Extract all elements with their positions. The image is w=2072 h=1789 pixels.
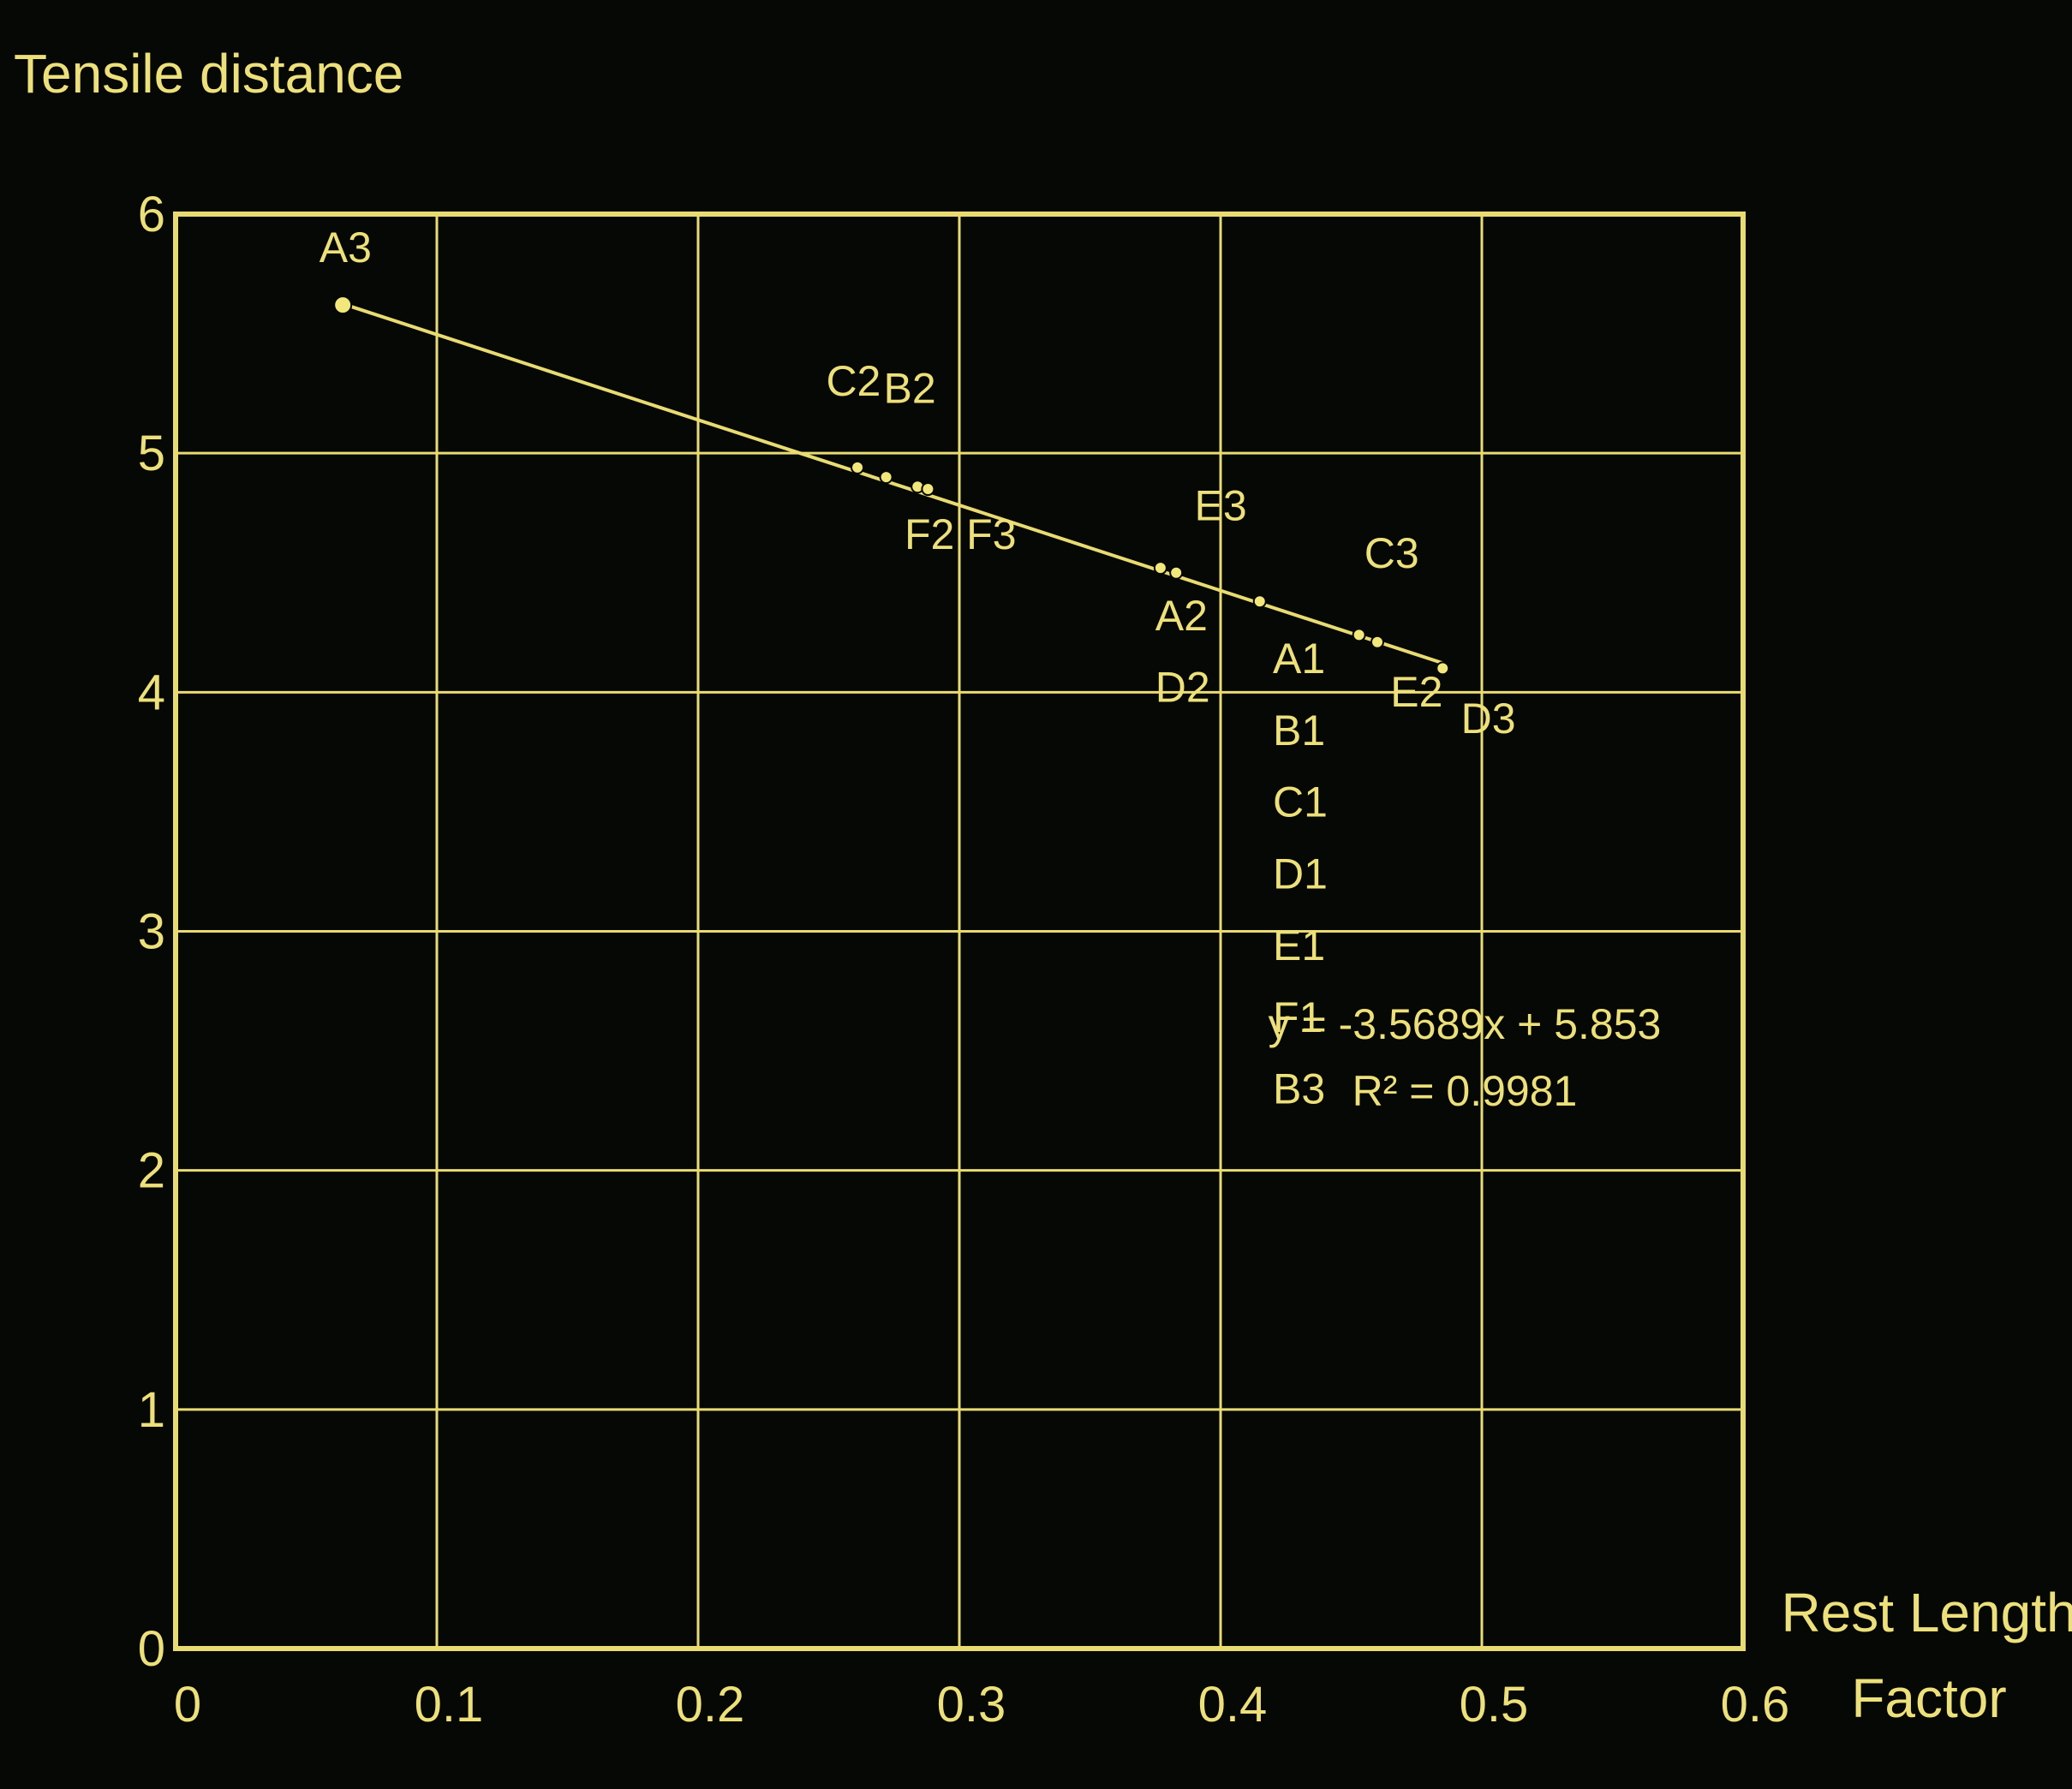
x-tick-label: 0.2 bbox=[676, 1677, 745, 1732]
data-point bbox=[851, 460, 865, 474]
x-tick-label: 0.3 bbox=[937, 1677, 1006, 1732]
x-tick-label: 0.6 bbox=[1721, 1677, 1790, 1732]
x-tick-label: 0 bbox=[174, 1677, 201, 1732]
data-point bbox=[1370, 635, 1384, 649]
data-point bbox=[921, 482, 935, 497]
x-tick-label: 0.4 bbox=[1198, 1677, 1268, 1732]
x-axis-label-line-2: Factor bbox=[1851, 1667, 2006, 1729]
y-tick-label: 2 bbox=[138, 1143, 165, 1199]
point-label: F2 F3 bbox=[905, 510, 1017, 558]
y-tick-label: 0 bbox=[138, 1621, 165, 1677]
x-axis-label-line-1: Rest Length bbox=[1781, 1582, 2072, 1643]
data-point bbox=[1252, 594, 1267, 609]
data-point bbox=[879, 470, 893, 485]
point-label: E3 bbox=[1195, 481, 1247, 529]
point-label: C3 bbox=[1364, 529, 1419, 577]
point-label: D1 bbox=[1273, 850, 1328, 897]
data-point bbox=[1169, 565, 1184, 580]
plot-frame bbox=[173, 212, 1746, 1651]
y-tick-label: 6 bbox=[138, 187, 165, 242]
point-labels-layer: A3 C2 B2 F2 F3 E3 A2 D2 A1 B1 C1 D1 E1 F1 B3 C3 E2 D3 bbox=[319, 224, 1516, 1113]
point-label: E1 bbox=[1273, 921, 1325, 969]
y-tick-label: 1 bbox=[138, 1382, 165, 1438]
y-axis-label: Tensile distance bbox=[14, 43, 403, 104]
point-label: C1 bbox=[1273, 778, 1328, 826]
data-point bbox=[1436, 661, 1450, 676]
data-point bbox=[1352, 628, 1366, 642]
point-label: A1 bbox=[1273, 635, 1325, 683]
point-label: A3 bbox=[319, 224, 372, 271]
point-label: B2 bbox=[884, 365, 936, 413]
x-tick-label: 0.5 bbox=[1460, 1677, 1529, 1732]
trendline-r-squared: R² = 0.9981 bbox=[1352, 1067, 1578, 1115]
data-point bbox=[1153, 561, 1167, 575]
point-label: E2 bbox=[1390, 668, 1442, 716]
data-point bbox=[333, 295, 353, 315]
ticks-layer: 0 0.1 0.2 0.3 0.4 0.5 0.6 0 1 2 3 4 5 6 bbox=[138, 187, 1790, 1732]
point-label: D2 bbox=[1155, 664, 1210, 712]
y-tick-label: 5 bbox=[138, 426, 165, 481]
trendline-equation: y = -3.5689x + 5.853 bbox=[1269, 1000, 1662, 1048]
y-tick-label: 3 bbox=[138, 904, 165, 960]
point-label: D3 bbox=[1461, 695, 1516, 742]
point-label: F1 bbox=[1273, 993, 1323, 1041]
points-layer bbox=[333, 295, 1450, 676]
point-label: C2 bbox=[826, 357, 881, 405]
point-label: A2 bbox=[1155, 592, 1208, 640]
y-tick-label: 4 bbox=[138, 665, 165, 720]
point-label: B1 bbox=[1273, 707, 1325, 754]
point-label: B3 bbox=[1273, 1065, 1325, 1113]
x-tick-label: 0.1 bbox=[415, 1677, 484, 1732]
